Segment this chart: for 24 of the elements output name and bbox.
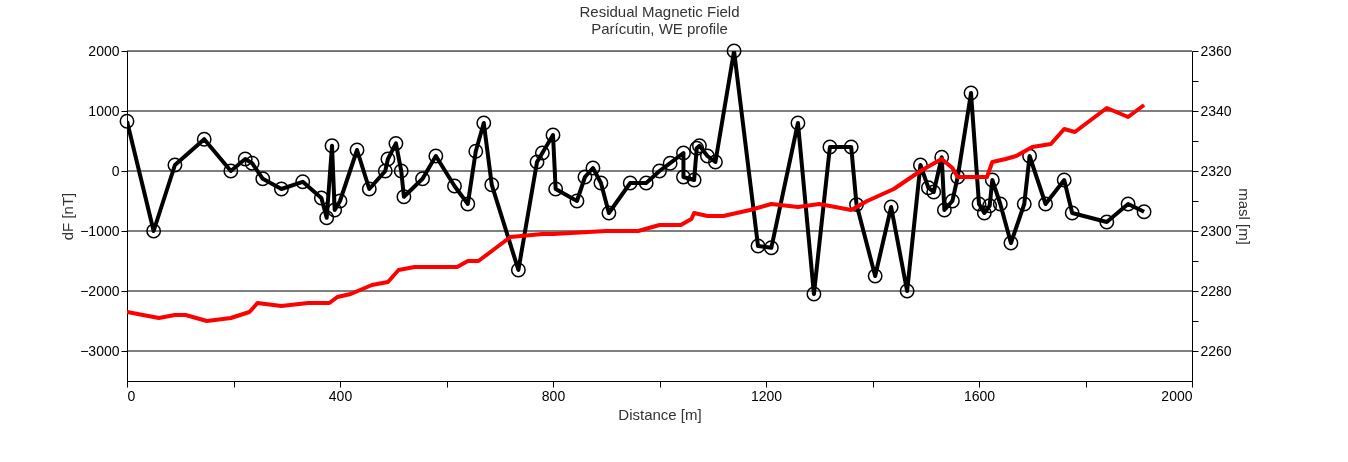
chart-title: Residual Magnetic Field — [579, 3, 740, 21]
y2-tick-label: 2360 — [1200, 42, 1232, 59]
y2-tick-label: 2320 — [1200, 162, 1232, 179]
line-series — [127, 103, 1147, 323]
x-tick-label: 2000 — [1161, 387, 1193, 404]
y-tick-label: −2000 — [80, 282, 120, 299]
y-tick-label: 1000 — [88, 102, 120, 119]
y-axis-title: dF [nT] — [59, 192, 77, 241]
y2-tick-label: 2280 — [1200, 282, 1232, 299]
y-tick-label: 0 — [111, 162, 120, 179]
y2-tick-label: 2260 — [1200, 342, 1232, 359]
y-tick-label: 2000 — [88, 42, 120, 59]
x-tick-label: 800 — [541, 387, 566, 404]
y2-tick-label: 2300 — [1200, 222, 1232, 239]
y2-axis-title: masl [m] — [1235, 188, 1253, 245]
y-tick-label: −1000 — [80, 222, 120, 239]
y-tick-label: −3000 — [80, 342, 120, 359]
x-axis-title: Distance [m] — [618, 405, 702, 423]
x-tick-label: 1600 — [963, 387, 996, 404]
x-tick-label: 1200 — [750, 387, 783, 404]
x-tick-label: 0 — [127, 387, 136, 404]
chart-subtitle: Parícutin, WE profile — [591, 20, 728, 38]
y2-tick-label: 2340 — [1200, 102, 1232, 119]
x-tick-label: 400 — [328, 387, 353, 404]
